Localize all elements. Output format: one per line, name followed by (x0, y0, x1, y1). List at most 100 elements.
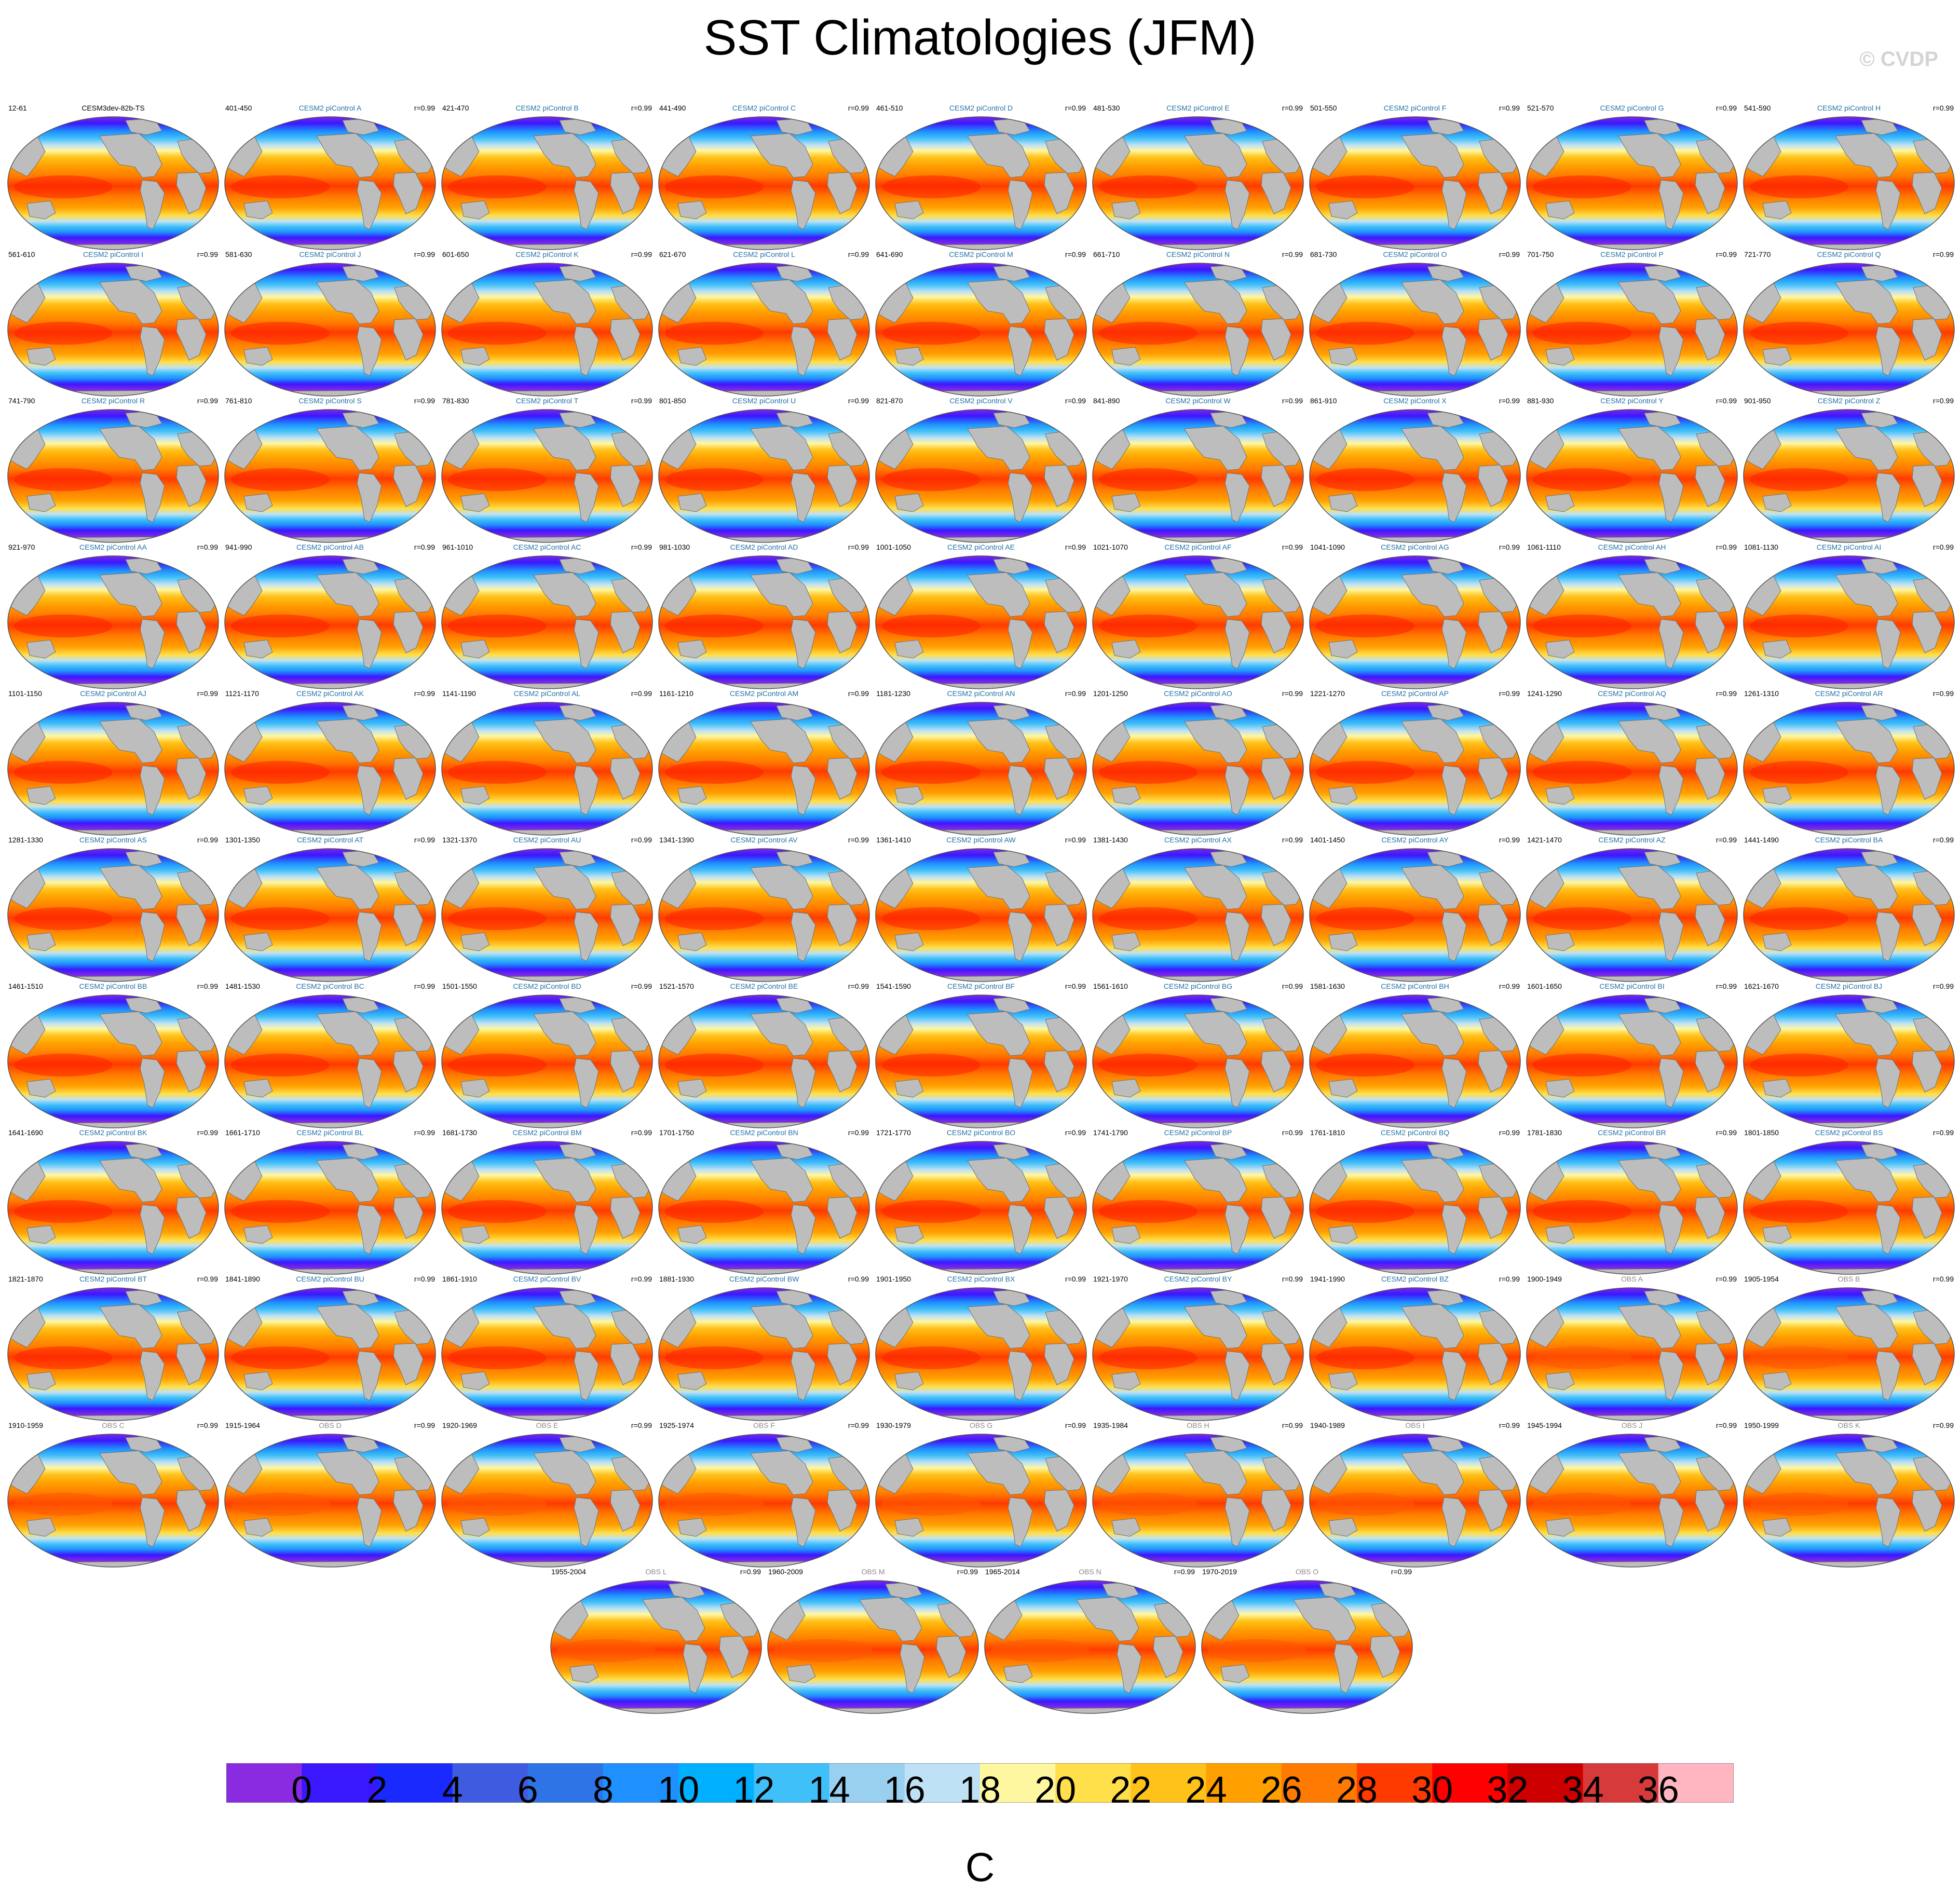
panel-correlation: r=0.99 (1716, 250, 1737, 258)
map-panel: 761-810 CESM2 piControl S r=0.99 (223, 397, 437, 543)
panel-correlation: r=0.99 (1499, 689, 1520, 698)
map-panel: 1941-1990 CESM2 piControl BZ r=0.99 (1308, 1275, 1522, 1421)
sst-map (658, 116, 870, 250)
land-mass (316, 572, 379, 617)
land-mass (533, 1450, 596, 1495)
panel-name: CESM2 piControl BB (79, 982, 147, 990)
panel-period: 1641-1690 (8, 1128, 43, 1137)
map-panel: 1241-1290 CESM2 piControl AQ r=0.99 (1525, 689, 1739, 836)
land-mass (1261, 904, 1291, 946)
sst-map (1309, 263, 1521, 397)
land-mass (1912, 1343, 1942, 1385)
land-mass (610, 1196, 641, 1239)
panel-period: 1910-1959 (8, 1421, 43, 1429)
land-mass (1695, 904, 1725, 946)
sst-map (441, 1434, 653, 1568)
panel-period: 1915-1964 (225, 1421, 260, 1429)
land-mass (610, 757, 641, 800)
map-panel: 1661-1710 CESM2 piControl BL r=0.99 (223, 1128, 437, 1275)
colorbar (226, 1763, 1734, 1803)
colorbar-swatch (754, 1763, 830, 1803)
map-panel: 961-1010 CESM2 piControl AC r=0.99 (440, 543, 654, 689)
panel-period: 1341-1390 (659, 836, 694, 844)
land-mass (1835, 1304, 1898, 1349)
panel-correlation: r=0.99 (1932, 1128, 1954, 1137)
sst-map (875, 116, 1087, 250)
colorbar-swatch (678, 1763, 754, 1803)
sst-map (1309, 555, 1521, 689)
chart-title: SST Climatologies (JFM) (703, 10, 1257, 65)
map-panel: 1441-1490 CESM2 piControl BA r=0.99 (1742, 836, 1956, 982)
panel-period: 1581-1630 (1310, 982, 1345, 990)
colorbar-swatch (302, 1763, 377, 1803)
land-mass (827, 1489, 857, 1532)
land-mass (140, 1204, 165, 1255)
sst-map (224, 1287, 436, 1421)
copyright-label: © CVDP (1859, 48, 1938, 71)
map-panel: 1221-1270 CESM2 piControl AP r=0.99 (1308, 689, 1522, 836)
land-mass (316, 133, 379, 178)
land-mass (827, 904, 857, 946)
sst-map (224, 1141, 436, 1275)
sst-map (875, 1434, 1087, 1568)
land-mass (460, 1518, 490, 1537)
panel-correlation: r=0.99 (414, 689, 435, 698)
panel-period: 1041-1090 (1310, 543, 1345, 551)
land-mass (243, 1518, 273, 1537)
panel-name: CESM2 piControl BA (1815, 836, 1883, 844)
map-panel: 861-910 CESM2 piControl X r=0.99 (1308, 397, 1522, 543)
map-panel: 1521-1570 CESM2 piControl BE r=0.99 (657, 982, 871, 1128)
land-mass (677, 200, 707, 220)
panel-name: OBS E (536, 1421, 559, 1429)
map-panel: 921-970 CESM2 piControl AA r=0.99 (6, 543, 220, 689)
land-mass (140, 1351, 165, 1401)
map-panel: 1041-1090 CESM2 piControl AG r=0.99 (1308, 543, 1522, 689)
panel-name: CESM2 piControl T (515, 397, 579, 405)
panel-name: CESM2 piControl AT (296, 836, 364, 844)
panel-name: CESM2 piControl BF (947, 982, 1015, 990)
land-mass (610, 904, 641, 946)
panel-correlation: r=0.99 (414, 836, 435, 844)
panel-period: 1940-1989 (1310, 1421, 1345, 1429)
land-mass (569, 1707, 737, 1713)
panel-period: 821-870 (876, 397, 903, 405)
panel-correlation: r=0.99 (1499, 104, 1520, 112)
land-mass (533, 718, 596, 764)
map-panel: 1281-1330 CESM2 piControl AS r=0.99 (6, 836, 220, 982)
land-mass (827, 611, 857, 653)
panel-period: 1521-1570 (659, 982, 694, 990)
panel-period: 1970-2019 (1202, 1568, 1237, 1576)
panel-period: 1321-1370 (442, 836, 477, 844)
panel-name: CESM2 piControl J (299, 250, 361, 258)
land-mass (1762, 200, 1792, 220)
panel-period: 1925-1974 (659, 1421, 694, 1429)
land-mass (1762, 786, 1792, 805)
sst-map (1092, 994, 1304, 1128)
map-panel: 1381-1430 CESM2 piControl AX r=0.99 (1091, 836, 1305, 982)
panel-correlation: r=0.99 (631, 982, 652, 990)
panel-correlation: r=0.99 (1716, 1421, 1737, 1429)
land-mass (357, 1058, 382, 1108)
land-mass (827, 1050, 857, 1093)
sst-map (1309, 1434, 1521, 1568)
panel-period: 1881-1930 (659, 1275, 694, 1283)
land-mass (1261, 611, 1291, 653)
panel-correlation: r=0.99 (1716, 982, 1737, 990)
colorbar-tick-label: 20 (1035, 1769, 1077, 1811)
panel-period: 521-570 (1527, 104, 1554, 112)
land-mass (1111, 1371, 1141, 1391)
sst-map (1526, 1287, 1738, 1421)
land-mass (1328, 932, 1358, 951)
panel-name: CESM2 piControl BI (1599, 982, 1665, 990)
panel-period: 1361-1410 (876, 836, 911, 844)
panel-period: 401-450 (225, 104, 252, 112)
map-panel: 1841-1890 CESM2 piControl BU r=0.99 (223, 1275, 437, 1421)
land-mass (1224, 1204, 1250, 1255)
panel-correlation: r=0.99 (197, 982, 218, 990)
land-mass (1875, 911, 1901, 962)
sst-map (1743, 1434, 1955, 1568)
land-mass (791, 1351, 816, 1401)
land-mass (1835, 426, 1898, 471)
panel-period: 501-550 (1310, 104, 1337, 112)
sst-map (224, 848, 436, 982)
